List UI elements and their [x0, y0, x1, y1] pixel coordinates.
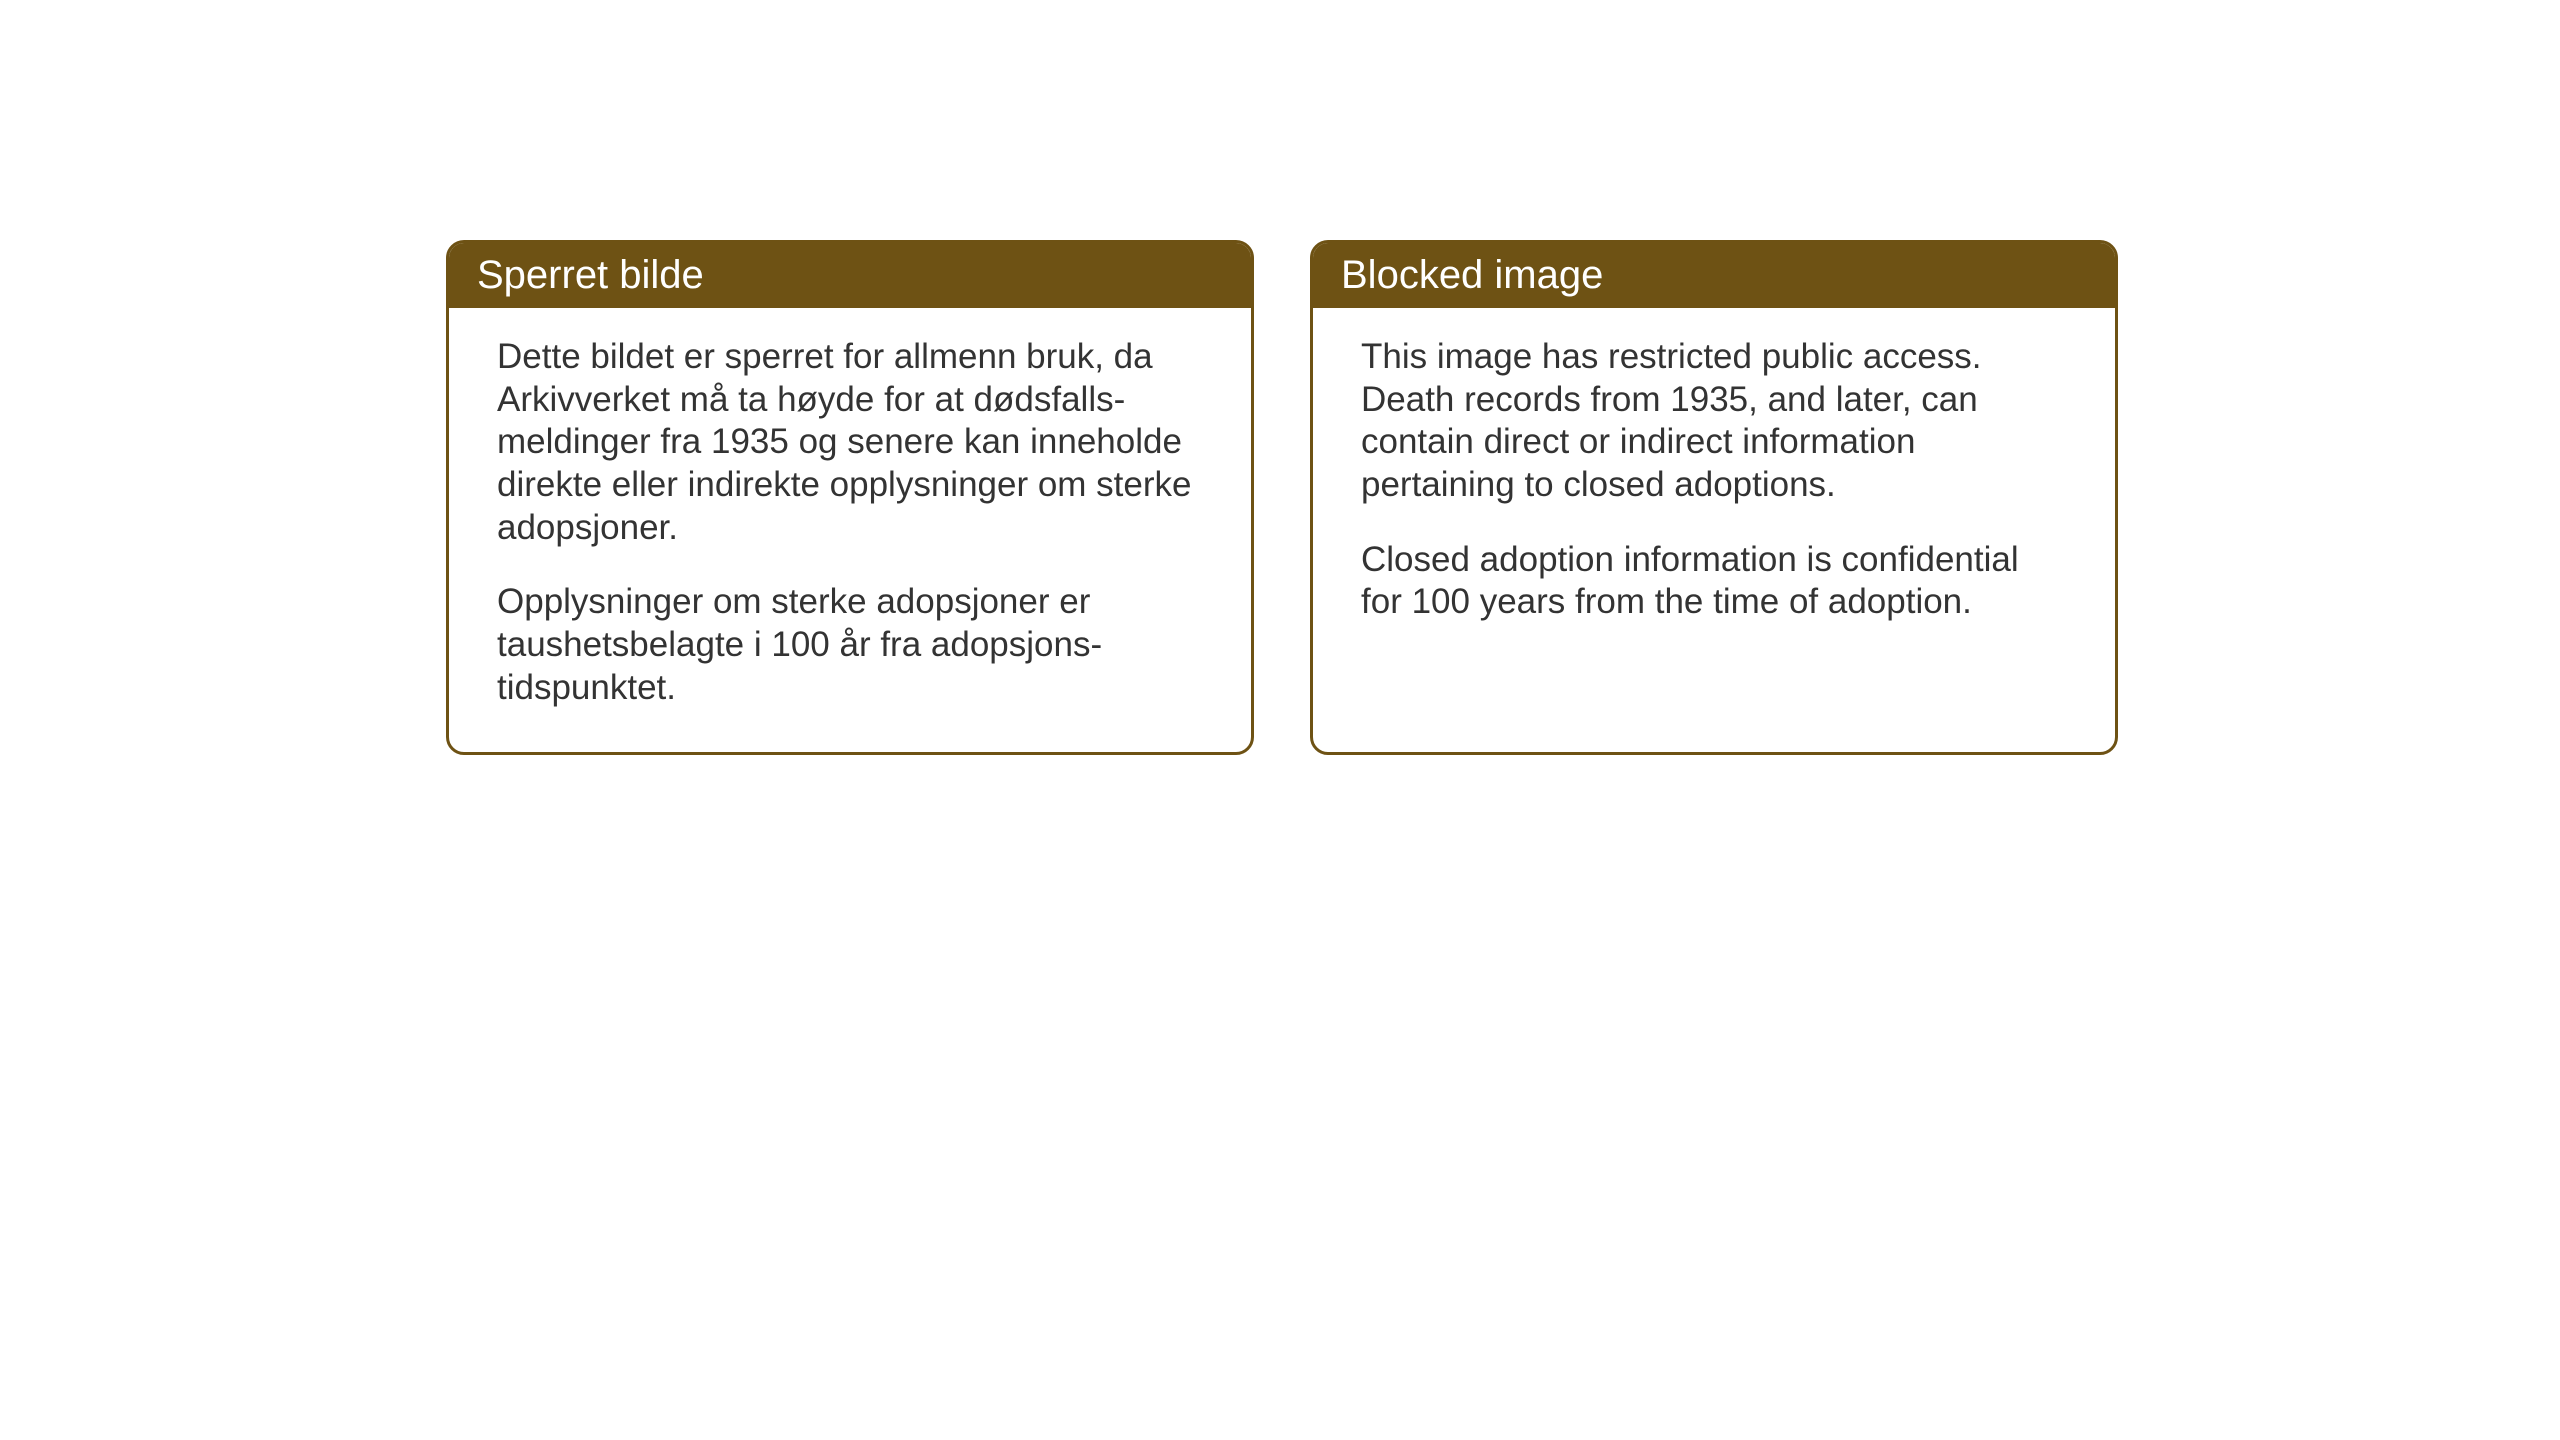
card-paragraph-norwegian-1: Dette bildet er sperret for allmenn bruk…	[497, 336, 1203, 549]
card-paragraph-norwegian-2: Opplysninger om sterke adopsjoner er tau…	[497, 581, 1203, 709]
notice-card-norwegian: Sperret bilde Dette bildet er sperret fo…	[446, 240, 1254, 755]
card-body-english: This image has restricted public access.…	[1313, 308, 2115, 666]
card-paragraph-english-1: This image has restricted public access.…	[1361, 336, 2067, 507]
card-paragraph-english-2: Closed adoption information is confident…	[1361, 539, 2067, 624]
notice-card-english: Blocked image This image has restricted …	[1310, 240, 2118, 755]
card-header-english: Blocked image	[1313, 243, 2115, 308]
notice-container: Sperret bilde Dette bildet er sperret fo…	[446, 240, 2118, 755]
card-header-norwegian: Sperret bilde	[449, 243, 1251, 308]
card-title-english: Blocked image	[1341, 253, 1603, 297]
card-title-norwegian: Sperret bilde	[477, 253, 704, 297]
card-body-norwegian: Dette bildet er sperret for allmenn bruk…	[449, 308, 1251, 752]
